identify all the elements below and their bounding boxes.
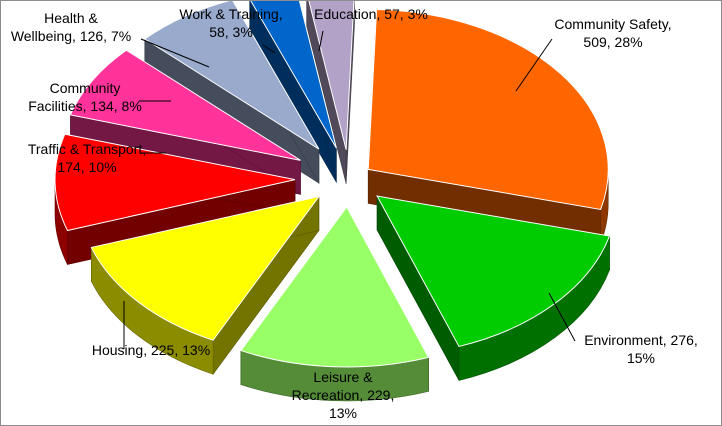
data-label-line-work-training-0: Work & Training, xyxy=(179,6,282,22)
data-label-line-housing-0: Housing, 225, 13% xyxy=(92,342,210,358)
data-label-line-health-wellbeing-1: Wellbeing, 126, 7% xyxy=(11,28,131,44)
data-label-line-education-0: Education, 57, 3% xyxy=(314,6,428,22)
data-label-leisure-recreation: Leisure & Recreation, 229, 13% xyxy=(292,369,395,421)
slice-traffic-transport[interactable] xyxy=(54,133,296,232)
data-label-environment: Environment, 276, 15% xyxy=(584,332,698,366)
data-label-line-community-safety-1: 509, 28% xyxy=(583,34,642,50)
data-label-line-environment-1: 15% xyxy=(627,350,655,366)
slice-work-training[interactable] xyxy=(250,1,337,149)
leader-line-work-training xyxy=(262,44,276,54)
data-label-line-traffic-transport-0: Traffic & Transport, xyxy=(28,141,146,157)
data-label-work-training: Work & Training, 58, 3% xyxy=(179,6,282,40)
label-leaders xyxy=(123,30,576,349)
data-label-line-leisure-recreation-1: Recreation, 229, xyxy=(292,387,395,403)
data-label-line-environment-0: Environment, 276, xyxy=(584,332,698,348)
data-label-housing: Housing, 225, 13% xyxy=(92,342,210,358)
data-label-line-community-facilities-1: Facilities, 134, 8% xyxy=(28,98,142,114)
leader-line-education xyxy=(318,30,324,52)
slice-health-wellbeing[interactable] xyxy=(143,1,320,150)
leader-line-community-safety xyxy=(515,38,553,92)
data-label-community-safety: Community Safety, 509, 28% xyxy=(554,16,671,50)
data-label-line-community-safety-0: Community Safety, xyxy=(554,16,671,32)
slice-community-facilities[interactable] xyxy=(69,49,301,161)
leader-line-health-wellbeing xyxy=(140,38,210,68)
data-label-line-health-wellbeing-0: Health & xyxy=(44,10,98,26)
data-label-line-leisure-recreation-2: 13% xyxy=(329,405,357,421)
data-label-community-facilities: Community Facilities, 134, 8% xyxy=(28,80,142,114)
slice-education[interactable] xyxy=(307,1,355,150)
pie-tops xyxy=(54,1,611,368)
leader-line-environment xyxy=(548,292,576,342)
data-label-line-traffic-transport-1: 174, 10% xyxy=(57,159,116,175)
data-label-line-community-facilities-0: Community xyxy=(50,80,121,96)
data-label-education: Education, 57, 3% xyxy=(314,6,428,22)
slice-housing[interactable] xyxy=(90,195,321,341)
data-label-health-wellbeing: Health & Wellbeing, 126, 7% xyxy=(11,10,131,44)
data-label-traffic-transport: Traffic & Transport, 174, 10% xyxy=(28,141,146,175)
data-labels: Community Safety, 509, 28% Environment, 27… xyxy=(11,6,698,421)
slice-community-safety[interactable] xyxy=(367,9,609,211)
data-label-line-leisure-recreation-0: Leisure & xyxy=(313,369,373,385)
data-label-line-work-training-1: 58, 3% xyxy=(209,24,253,40)
slice-leisure-recreation[interactable] xyxy=(240,206,430,368)
